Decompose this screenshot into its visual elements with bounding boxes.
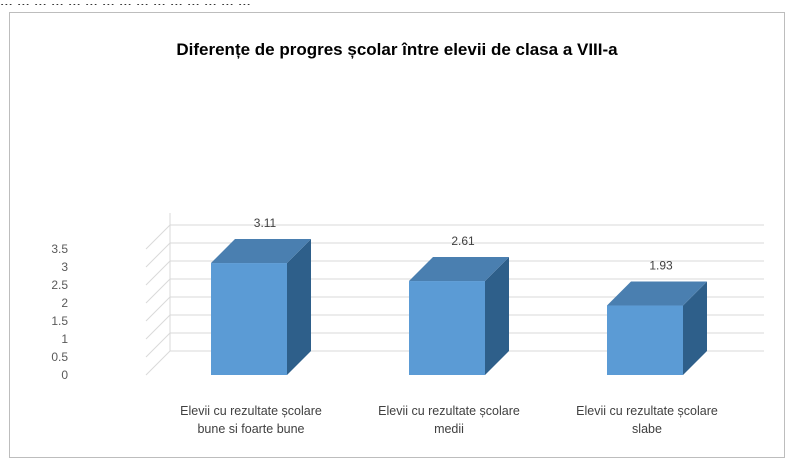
gridline-depth (145, 296, 171, 322)
bar-top (409, 257, 509, 282)
data-label: 2.61 (451, 234, 475, 248)
bar (211, 239, 311, 375)
bar-front (211, 263, 287, 375)
gridline-depth (145, 242, 171, 268)
gridline-depth (145, 260, 171, 286)
bar-side (485, 257, 509, 375)
category-labels: Elevii cu rezultate școlare bune si foart… (180, 404, 718, 436)
y-axis: 0 0.5 1 1.5 2 2.5 3 3.5 (51, 242, 68, 382)
data-label: 3.11 (254, 216, 277, 230)
bar (607, 281, 707, 375)
y-tick-label: 0 (61, 368, 68, 382)
gridline-depth (145, 332, 171, 358)
category-label: medii (434, 422, 464, 436)
y-tick-label: 2 (61, 296, 68, 310)
data-labels: 3.11 2.61 1.93 (254, 216, 673, 272)
bar-chart: Diferențe de progres școlar între elevii… (51, 40, 764, 436)
cropped-text-strip: ... ... ... ... ... ... ... ... ... ... … (0, 0, 790, 14)
data-label: 1.93 (649, 259, 673, 273)
bar-side (287, 239, 311, 375)
bar-front (607, 305, 683, 375)
gridline-depth (145, 224, 171, 250)
y-tick-label: 1 (61, 332, 68, 346)
category-label: Elevii cu rezultate școlare (378, 404, 520, 418)
y-tick-label: 1.5 (51, 314, 68, 328)
bar-side (683, 281, 707, 375)
bar-front (409, 281, 485, 375)
chart-container: Diferențe de progres școlar între elevii… (9, 12, 785, 458)
gridline-depth (145, 350, 171, 376)
gridline-depth (145, 314, 171, 340)
y-tick-label: 0.5 (51, 350, 68, 364)
y-tick-label: 3.5 (51, 242, 68, 256)
category-label: slabe (632, 422, 662, 436)
y-tick-label: 3 (61, 260, 68, 274)
category-label: Elevii cu rezultate școlare (576, 404, 718, 418)
cropped-top-text: ... ... ... ... ... ... ... ... ... ... … (0, 0, 790, 5)
y-tick-label: 2.5 (51, 278, 68, 292)
bar (409, 257, 509, 375)
bar-top (211, 239, 311, 264)
chart-title: Diferențe de progres școlar între elevii… (176, 40, 618, 59)
category-label: Elevii cu rezultate școlare (180, 404, 322, 418)
bars (211, 239, 707, 375)
category-label: bune si foarte bune (197, 422, 304, 436)
gridline-depth (145, 278, 171, 304)
bar-top (607, 281, 707, 306)
